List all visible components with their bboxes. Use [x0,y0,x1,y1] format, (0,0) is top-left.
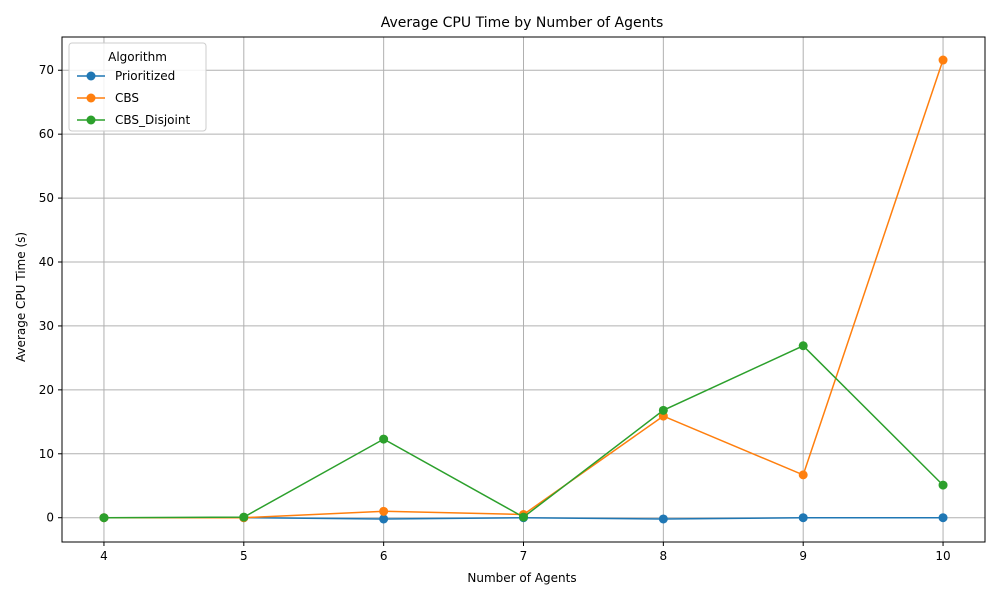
data-point [519,512,528,522]
y-tick-label: 0 [46,511,54,525]
x-axis-label: Number of Agents [467,571,576,585]
x-tick-label: 6 [380,549,388,563]
data-point [379,506,389,516]
legend-marker [86,71,96,81]
y-tick-label: 10 [39,447,54,461]
legend-box [68,42,207,132]
series-layer [99,55,948,524]
legend-entry: Prioritized [77,69,175,83]
x-tick-label: 8 [660,549,668,563]
x-tick-label: 7 [520,549,528,563]
data-point [938,513,948,523]
y-tick-label: 60 [39,127,54,141]
legend-label: CBS_Disjoint [115,113,190,127]
y-tick-label: 50 [39,191,54,205]
data-point [99,513,109,523]
y-tick-label: 30 [39,319,54,333]
y-tick-label: 40 [39,255,54,269]
legend: Algorithm Prioritized CBS CBS_Disjoint [68,42,207,132]
y-tick-label: 20 [39,383,54,397]
data-point [938,55,948,65]
data-point [938,480,948,490]
y-tick-label: 70 [39,63,54,77]
x-tick-label: 10 [935,549,950,563]
legend-label: CBS [115,91,139,105]
legend-marker [86,93,96,103]
data-point [798,513,808,523]
ticks: 4 5 6 7 8 9 10 0 10 20 30 40 50 60 70 [39,63,951,563]
data-point [798,341,808,351]
x-tick-label: 4 [100,549,108,563]
data-point [239,512,249,522]
data-point [379,514,389,524]
x-tick-label: 5 [240,549,248,563]
series-cbs-disjoint [99,341,948,523]
legend-marker [86,115,96,125]
legend-label: Prioritized [115,69,175,83]
legend-title: Algorithm [108,50,167,64]
legend-entry: CBS [77,91,139,105]
legend-entry: CBS_Disjoint [77,113,190,127]
x-tick-label: 9 [799,549,807,563]
chart-title: Average CPU Time by Number of Agents [381,15,664,31]
data-point [658,405,668,415]
y-axis-label: Average CPU Time (s) [14,232,28,362]
data-point [658,514,668,524]
data-point [379,434,389,444]
data-point [798,470,808,480]
